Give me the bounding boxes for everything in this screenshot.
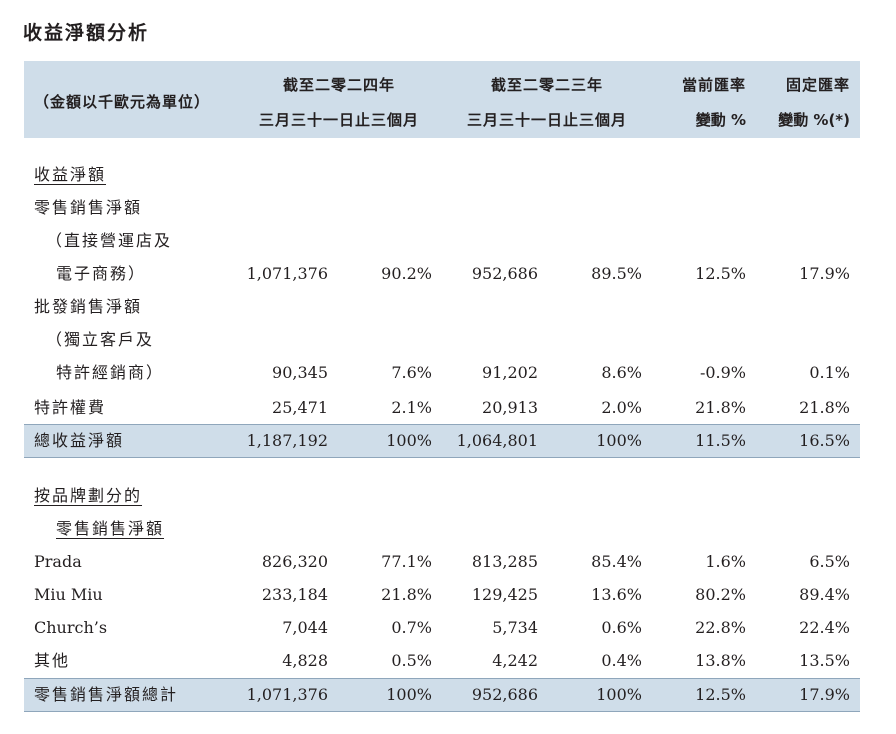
cell-current-change: 21.8% [695,398,746,417]
cell-current-change: -0.9% [699,363,746,382]
row-label: 電子商務） [56,264,147,283]
header-unit: （金額以千歐元為單位） [34,93,211,111]
cell-2024-pct: 0.5% [391,651,432,670]
cell-2023-value: 91,202 [482,363,538,382]
cell-2023-value: 129,425 [471,585,538,604]
page-title: 收益淨額分析 [23,22,150,44]
divider [24,711,860,712]
cell-2023-pct: 85.4% [591,552,642,571]
table-header [24,61,860,138]
cell-2024-value: 90,345 [272,363,328,382]
row-label: 特許經銷商） [56,363,165,382]
cell-constant-change: 17.9% [799,685,850,704]
cell-2023-pct: 0.4% [601,651,642,670]
cell-2024-value: 1,071,376 [246,685,328,704]
cell-constant-change: 16.5% [799,431,850,450]
header-2023-line2: 三月三十一日止三個月 [466,111,627,129]
brand-label: Miu Miu [34,585,103,604]
header-constant-line1: 固定匯率 [785,76,850,94]
cell-2023-pct: 8.6% [601,363,642,382]
cell-current-change: 12.5% [695,264,746,283]
row-label: 批發銷售淨額 [34,297,143,316]
header-2023-line1: 截至二零二三年 [490,76,603,94]
cell-2023-pct: 100% [596,431,642,450]
cell-2024-value: 4,828 [282,651,328,670]
total-row-band [24,678,860,711]
cell-2023-value: 5,734 [492,618,538,637]
cell-constant-change: 17.9% [799,264,850,283]
cell-current-change: 22.8% [695,618,746,637]
brand-label: 其他 [34,651,71,670]
cell-2023-value: 813,285 [471,552,538,571]
section-heading: 零售銷售淨額 [56,519,165,538]
cell-2024-pct: 100% [386,685,432,704]
header-constant-line2: 變動 %(*) [778,111,850,129]
cell-constant-change: 89.4% [799,585,850,604]
header-2024-line1: 截至二零二四年 [282,76,395,94]
cell-constant-change: 22.4% [799,618,850,637]
section-heading: 收益淨額 [34,165,107,184]
cell-constant-change: 0.1% [809,363,850,382]
total-label: 總收益淨額 [34,431,125,450]
total-label: 零售銷售淨額總計 [34,685,179,704]
cell-2024-pct: 2.1% [391,398,432,417]
cell-constant-change: 21.8% [799,398,850,417]
row-label: （直接營運店及 [46,231,173,250]
cell-current-change: 12.5% [695,685,746,704]
cell-2024-pct: 90.2% [381,264,432,283]
cell-2023-pct: 100% [596,685,642,704]
cell-2024-value: 25,471 [272,398,328,417]
section-heading: 按品牌劃分的 [34,486,143,505]
cell-2024-pct: 100% [386,431,432,450]
header-2024-line2: 三月三十一日止三個月 [258,111,419,129]
row-label: 特許權費 [34,398,107,417]
cell-2023-value: 20,913 [482,398,538,417]
row-label: （獨立客戶及 [46,330,155,349]
cell-2023-value: 952,686 [471,264,538,283]
cell-2024-pct: 21.8% [381,585,432,604]
cell-current-change: 1.6% [705,552,746,571]
divider [24,457,860,458]
cell-constant-change: 6.5% [809,552,850,571]
cell-2023-value: 952,686 [471,685,538,704]
row-label: 零售銷售淨額 [34,198,143,217]
cell-2023-pct: 89.5% [591,264,642,283]
cell-2024-value: 1,071,376 [246,264,328,283]
total-row-band [24,424,860,457]
cell-2024-value: 7,044 [282,618,328,637]
cell-2024-pct: 7.6% [391,363,432,382]
cell-2023-value: 1,064,801 [456,431,538,450]
brand-label: Prada [34,552,82,571]
cell-2023-pct: 0.6% [601,618,642,637]
cell-2024-pct: 77.1% [381,552,432,571]
cell-2023-pct: 13.6% [591,585,642,604]
divider [24,424,860,425]
header-current-line1: 當前匯率 [681,76,746,94]
cell-2024-value: 233,184 [261,585,328,604]
cell-2024-value: 826,320 [261,552,328,571]
cell-2024-value: 1,187,192 [246,431,328,450]
cell-current-change: 11.5% [695,431,746,450]
brand-label: Church’s [34,618,108,637]
header-current-line2: 變動 % [695,111,746,129]
cell-2024-pct: 0.7% [391,618,432,637]
cell-current-change: 13.8% [695,651,746,670]
cell-constant-change: 13.5% [799,651,850,670]
divider [24,678,860,679]
cell-current-change: 80.2% [695,585,746,604]
cell-2023-value: 4,242 [492,651,538,670]
cell-2023-pct: 2.0% [601,398,642,417]
